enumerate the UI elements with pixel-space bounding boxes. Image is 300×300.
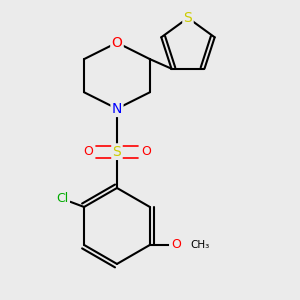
Text: O: O [83,145,93,158]
Text: CH₃: CH₃ [190,240,210,250]
Text: S: S [112,145,122,159]
Text: N: N [112,102,122,116]
Text: O: O [112,36,122,50]
Text: O: O [171,238,181,251]
Text: S: S [184,11,192,25]
Text: Cl: Cl [56,192,69,205]
Text: O: O [141,145,151,158]
